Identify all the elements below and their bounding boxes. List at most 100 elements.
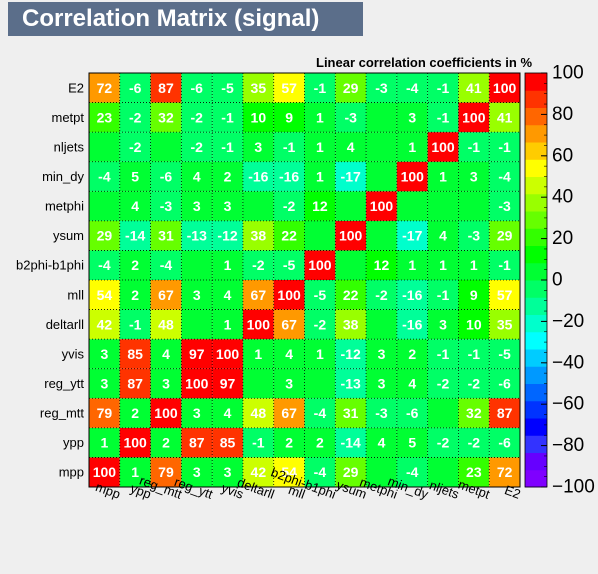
heatmap-cell: [489, 427, 520, 458]
heatmap-cell: [396, 132, 428, 162]
heatmap-cell: [150, 309, 182, 340]
cell-value-label: 1: [470, 257, 478, 273]
cell-value-label: 3: [100, 346, 108, 362]
heatmap-cell: [304, 132, 336, 162]
cell-value-label: 9: [470, 287, 478, 303]
cell-value-label: 2: [316, 435, 324, 451]
heatmap-cell: [119, 102, 151, 133]
heatmap-cell: [489, 309, 520, 340]
colorbar-tick-label: −100: [552, 477, 595, 498]
cell-value-label: 5: [408, 435, 416, 451]
heatmap-cell: [212, 73, 243, 103]
heatmap-cell: [181, 427, 213, 458]
colorbar-segment: [525, 400, 547, 419]
heatmap-cell: [242, 280, 274, 310]
colorbar-segment: [525, 469, 547, 488]
heatmap-cell: [304, 457, 336, 487]
heatmap-cell: [427, 220, 459, 251]
colorbar-tick-label: −40: [552, 352, 584, 373]
cell-value-label: 79: [97, 405, 113, 421]
heatmap-cell: [89, 250, 120, 280]
heatmap-cell: [273, 427, 305, 458]
cell-value-label: 54: [97, 287, 113, 303]
heatmap-cell: [119, 161, 151, 192]
heatmap-cell: [150, 339, 182, 369]
cell-value-label: -5: [498, 346, 511, 362]
heatmap-cell: [304, 280, 336, 310]
heatmap-cell: [427, 368, 459, 399]
cell-value-label: 10: [251, 109, 267, 125]
heatmap-cell: [458, 398, 490, 428]
cell-value-label: 67: [281, 316, 297, 332]
cell-value-label: 29: [497, 228, 513, 244]
heatmap-cell: [212, 220, 243, 251]
cell-value-label: 85: [220, 435, 236, 451]
heatmap-cell: [181, 280, 213, 310]
heatmap-cell: [242, 161, 274, 192]
cell-value-label: 3: [224, 198, 232, 214]
heatmap-cell: [304, 161, 336, 192]
heatmap-cell: [273, 191, 305, 221]
cell-value-label: 3: [470, 169, 478, 185]
heatmap-cell: [119, 73, 151, 103]
heatmap-cell: [150, 457, 182, 487]
cell-value-label: -1: [468, 346, 481, 362]
heatmap-cell: [89, 368, 120, 399]
cell-value-label: 42: [97, 316, 113, 332]
heatmap-cell: [396, 73, 428, 103]
heatmap-cell: [212, 457, 243, 487]
y-tick-label: yvis: [62, 346, 85, 361]
heatmap-cell: [181, 368, 213, 399]
cell-value-label: -2: [129, 109, 142, 125]
heatmap-cell: [119, 339, 151, 369]
cell-value-label: 3: [378, 346, 386, 362]
cell-value-label: 38: [251, 228, 267, 244]
cell-value-label: -4: [160, 257, 173, 273]
y-tick-label: reg_mtt: [40, 406, 84, 421]
heatmap-cell: [396, 191, 428, 221]
heatmap-cell: [89, 102, 120, 133]
cell-value-label: 100: [370, 198, 394, 214]
plot-frame: [88, 72, 521, 488]
heatmap-cell: [335, 132, 367, 162]
heatmap-cell: [396, 309, 428, 340]
heatmap-cell: [335, 250, 367, 280]
cell-value-label: 97: [220, 376, 236, 392]
cell-value-label: -4: [314, 464, 327, 480]
cell-value-label: 1: [439, 257, 447, 273]
cell-value-label: -14: [341, 435, 361, 451]
cell-value-label: -13: [341, 376, 361, 392]
colorbar-segment: [525, 211, 547, 229]
heatmap-cell: [335, 427, 367, 458]
cell-value-label: 23: [97, 109, 113, 125]
y-tick-label: reg_ytt: [44, 376, 84, 391]
cell-value-label: 87: [127, 376, 143, 392]
heatmap-cell: [489, 368, 520, 399]
cell-value-label: 4: [347, 139, 355, 155]
cell-value-label: -4: [406, 80, 419, 96]
cell-value-label: 5: [131, 169, 139, 185]
heatmap-cell: [458, 191, 490, 221]
cell-value-label: -5: [314, 287, 327, 303]
colorbar-segment: [525, 228, 547, 246]
cell-value-label: -2: [129, 139, 142, 155]
cell-value-label: -1: [283, 139, 296, 155]
heatmap-cell: [242, 427, 274, 458]
heatmap-cell: [427, 339, 459, 369]
heatmap-cell: [242, 220, 274, 251]
cell-value-label: -2: [314, 316, 327, 332]
heatmap-cell: [212, 339, 243, 369]
cell-value-label: -4: [98, 257, 111, 273]
heatmap-cell: [489, 132, 520, 162]
heatmap-cell: [335, 457, 367, 487]
heatmap-cell: [335, 102, 367, 133]
cell-value-label: -4: [98, 169, 111, 185]
heatmap-cell: [212, 398, 243, 428]
heatmap-cell: [89, 280, 120, 310]
heatmap-cell: [366, 191, 397, 221]
heatmap-cell: [273, 368, 305, 399]
heatmap-cell: [181, 220, 213, 251]
heatmap-cell: [273, 132, 305, 162]
heatmap-cell: [489, 161, 520, 192]
cell-value-label: -2: [191, 139, 204, 155]
